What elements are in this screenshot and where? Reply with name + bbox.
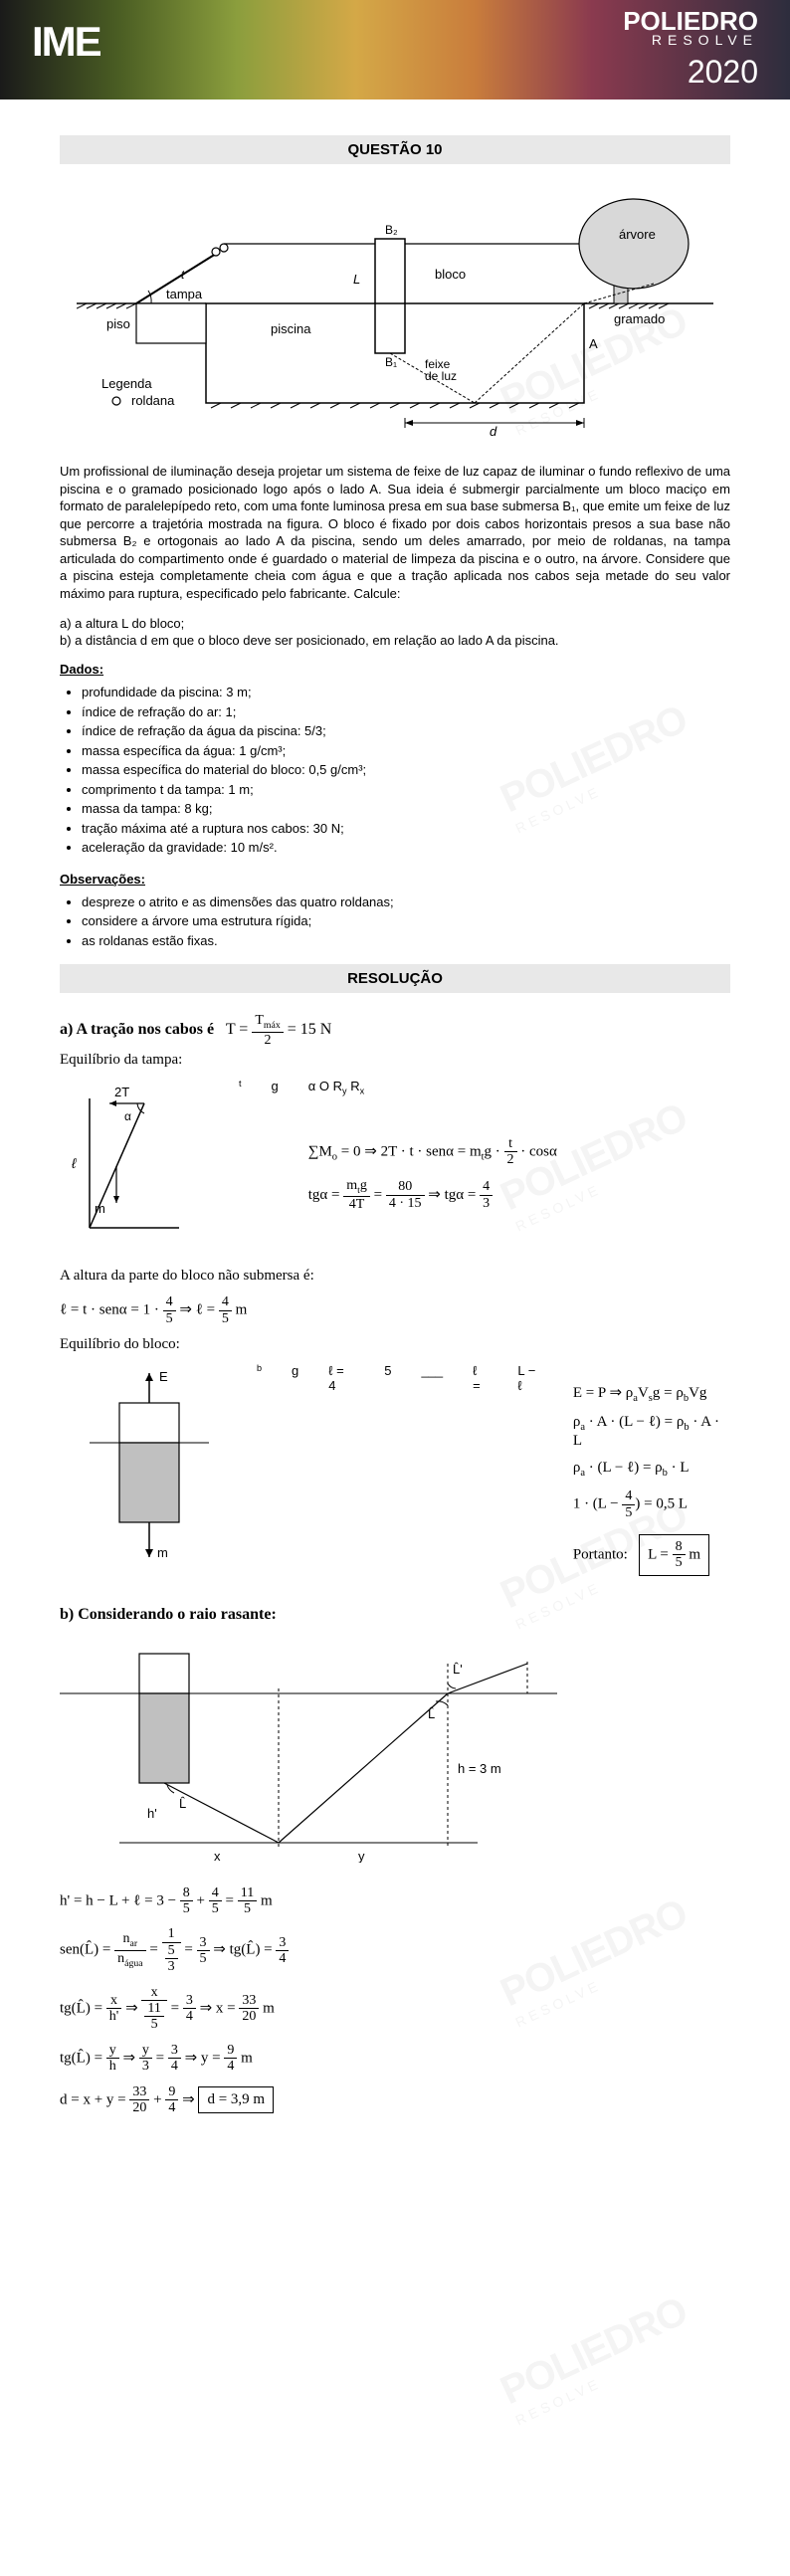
obs-item: considere a árvore uma estrutura rígida; (82, 911, 730, 931)
eq-ell: ℓ = t · senα = 1 · 45 ⇒ ℓ = 45 m (60, 1294, 730, 1326)
ray-diagram: h' h = 3 m L̂ L̂ L̂' x y (60, 1634, 557, 1863)
tampa-diagram: 2T α ℓ m (60, 1079, 209, 1248)
part-b-equations: h' = h − L + ℓ = 3 − 85 + 45 = 115 m sen… (60, 1885, 730, 2116)
svg-text:h = 3 m: h = 3 m (458, 1761, 501, 1776)
svg-text:2T: 2T (114, 1085, 129, 1099)
page-content: QUESTÃO 10 (0, 99, 790, 2165)
brand: POLIEDRO (623, 8, 758, 34)
dado-item: índice de refração da água da piscina: 5… (82, 721, 730, 741)
year: 2020 (623, 54, 758, 91)
problem-figure: t tampa piso piscina bloco gramado árvor… (77, 184, 713, 443)
dados-list: profundidade da piscina: 3 m; índice de … (60, 683, 730, 858)
bloco-block: E mbg ℓ = 4 5 ___ ℓ = L − ℓ E = P ⇒ ρaVs… (60, 1363, 730, 1586)
label-arvore: árvore (619, 227, 656, 242)
resolution-a-intro: a) A tração nos cabos é T = Tmáx2 = 15 N (60, 1013, 730, 1048)
svg-text:y: y (358, 1849, 365, 1863)
exam-name: IME (32, 18, 100, 66)
obs-item: as roldanas estão fixas. (82, 931, 730, 951)
obs-item: despreze o atrito e as dimensões das qua… (82, 892, 730, 912)
svg-text:L̂: L̂ (179, 1796, 186, 1811)
obs-list: despreze o atrito e as dimensões das qua… (60, 892, 730, 951)
svg-text:L̂: L̂ (428, 1706, 435, 1721)
svg-text:x: x (214, 1849, 221, 1863)
svg-text:L̂': L̂' (453, 1662, 463, 1677)
label-A: A (589, 336, 598, 351)
dado-item: massa específica da água: 1 g/cm³; (82, 741, 730, 761)
dado-item: profundidade da piscina: 3 m; (82, 683, 730, 702)
label-gramado: gramado (614, 311, 665, 326)
dados-label: Dados: (60, 662, 103, 677)
subquestion-a: a) a altura L do bloco; (60, 616, 730, 631)
page-header: IME POLIEDRO RESOLVE 2020 (0, 0, 790, 99)
dado-item: comprimento t da tampa: 1 m; (82, 780, 730, 800)
bloco-diagram: E m (60, 1363, 227, 1572)
dado-item: aceleração da gravidade: 10 m/s². (82, 838, 730, 858)
label-legenda: Legenda (101, 376, 152, 391)
portanto-label: Portanto: (573, 1546, 628, 1562)
svg-text:ℓ: ℓ (71, 1155, 77, 1171)
dado-item: índice de refração do ar: 1; (82, 702, 730, 722)
equilib-bloco-label: Equilíbrio do bloco: (60, 1336, 730, 1353)
svg-text:E: E (159, 1369, 168, 1384)
svg-text:h': h' (147, 1806, 157, 1821)
label-piso: piso (106, 316, 130, 331)
watermark: POLIEDRORESOLVE (494, 2288, 701, 2428)
label-roldana: roldana (131, 393, 175, 408)
label-piscina: piscina (271, 321, 311, 336)
tampa-equations: ∑Mo = 0 ⇒ 2T · t · senα = mtg · t2 · cos… (308, 1096, 557, 1213)
label-L: L (353, 272, 360, 287)
dado-item: massa da tampa: 8 kg; (82, 799, 730, 819)
label-tampa: tampa (166, 287, 203, 301)
label-t: t (181, 268, 185, 282)
label-bloco: bloco (435, 267, 466, 282)
dado-item: tração máxima até a ruptura nos cabos: 3… (82, 819, 730, 839)
svg-text:m: m (95, 1201, 105, 1216)
resolution-title: RESOLUÇÃO (60, 964, 730, 993)
dado-item: massa específica do material do bloco: 0… (82, 760, 730, 780)
equilib-tampa-label: Equilíbrio da tampa: (60, 1052, 730, 1069)
altura-text: A altura da parte do bloco não submersa … (60, 1268, 730, 1285)
label-B1: B₁ (385, 355, 397, 369)
tampa-block: 2T α ℓ mtg α O Ry Rx ∑Mo = 0 ⇒ 2T · t · … (60, 1079, 730, 1248)
subquestion-b: b) a distância d em que o bloco deve ser… (60, 633, 730, 648)
label-feixe2: de luz (425, 369, 457, 383)
a-intro-text: a) A tração nos cabos é (60, 1022, 214, 1039)
label-B2: B₂ (385, 223, 398, 237)
brand-block: POLIEDRO RESOLVE 2020 (623, 8, 758, 91)
question-title: QUESTÃO 10 (60, 135, 730, 164)
obs-label: Observações: (60, 872, 145, 887)
svg-text:α: α (124, 1109, 131, 1123)
svg-text:m: m (157, 1545, 168, 1560)
problem-statement: Um profissional de iluminação deseja pro… (60, 463, 730, 602)
bloco-equations: E = P ⇒ ρaVsg = ρbVg ρa · A · (L − ℓ) = … (573, 1363, 730, 1586)
resolution-b-intro: b) Considerando o raio rasante: (60, 1606, 277, 1623)
label-d: d (490, 424, 497, 439)
